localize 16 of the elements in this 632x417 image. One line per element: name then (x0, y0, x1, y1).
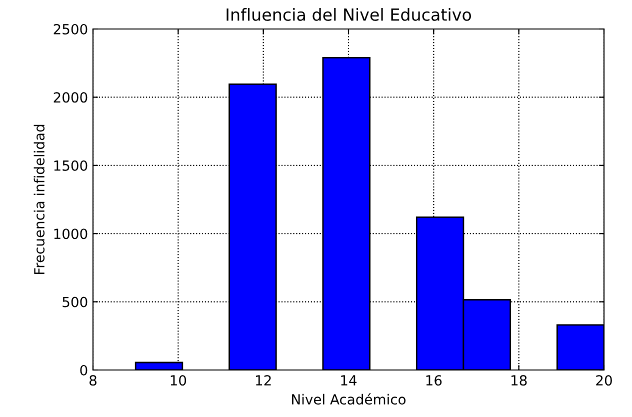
x-tick-label: 12 (256, 375, 271, 386)
x-tick-label: 16 (426, 375, 442, 386)
y-tick-label: 1000 (54, 228, 88, 240)
x-tick-label: 18 (512, 375, 527, 386)
x-tick-label: 14 (341, 375, 357, 386)
y-tick-label: 2500 (54, 24, 88, 34)
chart-title: Influencia del Nivel Educativo (226, 8, 472, 21)
y-tick-label: 0 (80, 364, 88, 376)
x-tick-label: 20 (596, 375, 612, 386)
y-tick-label: 2000 (54, 92, 88, 103)
y-tick-label: 1500 (54, 160, 88, 171)
x-tick-label: 8 (90, 375, 96, 386)
y-tick-label: 500 (62, 296, 88, 308)
x-tick-label: 10 (170, 375, 186, 386)
y-axis-title: Frecuencia infidelidad (34, 124, 45, 274)
x-axis-title: Nivel Académico (292, 393, 406, 405)
